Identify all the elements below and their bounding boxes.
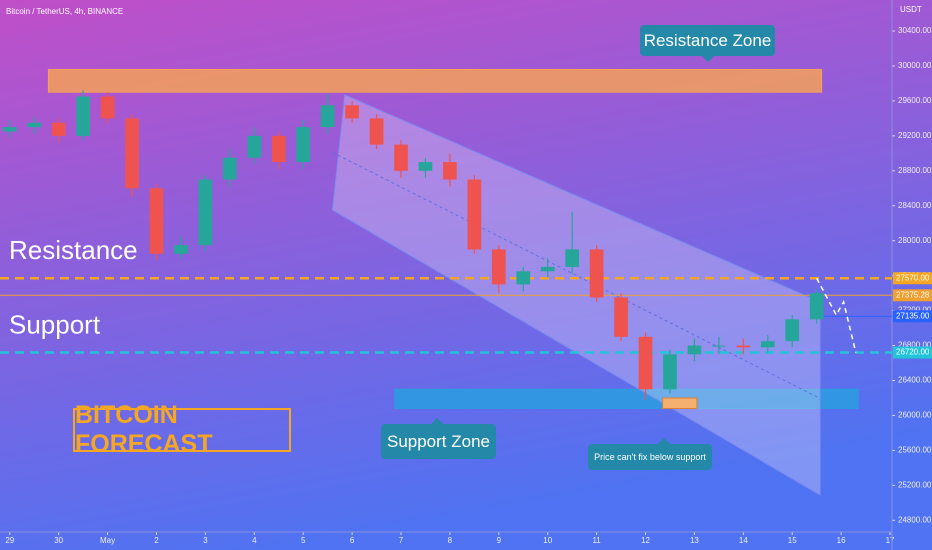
candle-body <box>589 249 604 298</box>
x-tick-label: 16 <box>837 536 846 545</box>
candle-body <box>760 341 775 348</box>
chart-title: Bitcoin / TetherUS, 4h, BINANCE <box>6 7 123 16</box>
candle-body <box>491 249 506 285</box>
x-tick-label: 30 <box>54 536 63 545</box>
price-label: 27135.00 <box>896 311 930 320</box>
y-tick-label: 26400.00 <box>898 376 932 385</box>
y-tick-label: 30400.00 <box>898 26 932 35</box>
candle-body <box>809 293 824 320</box>
candle-body <box>296 127 311 163</box>
y-tick-label: 25600.00 <box>898 446 932 455</box>
x-tick-label: 29 <box>5 536 14 545</box>
x-tick-label: 6 <box>350 536 355 545</box>
candle-body <box>76 96 90 136</box>
candle-body <box>27 122 42 128</box>
y-tick-label: 25200.00 <box>898 480 932 489</box>
candle-body <box>125 118 139 189</box>
y-tick-label: 24800.00 <box>898 515 932 524</box>
x-tick-label: 4 <box>252 536 257 545</box>
candle-body <box>736 345 751 348</box>
resistance-zone-callout: Resistance Zone <box>640 25 775 62</box>
x-tick-label: 8 <box>448 536 453 545</box>
candle-body <box>369 118 384 145</box>
y-tick-label: 28000.00 <box>898 236 932 245</box>
level-label-bg <box>893 346 932 359</box>
axis-unit: USDT <box>900 5 922 14</box>
candle-body <box>100 96 115 119</box>
price-label-bg <box>893 289 932 302</box>
y-tick-label: 28800.00 <box>898 166 932 175</box>
x-tick-label: 15 <box>788 536 797 545</box>
headline: BITCOIN FORECAST <box>73 401 291 458</box>
candle-body <box>614 297 628 337</box>
candle-body <box>320 105 335 128</box>
candle-body <box>51 122 66 136</box>
x-tick-label: 2 <box>154 536 159 545</box>
level-label: 26720.00 <box>896 348 930 357</box>
x-tick-label: 10 <box>543 536 552 545</box>
level-label-bg <box>893 272 932 285</box>
y-tick-label: 26800.00 <box>898 341 932 350</box>
level-name: Resistance <box>9 235 138 265</box>
x-tick-label: 12 <box>641 536 650 545</box>
candle-body <box>247 135 262 158</box>
support-zone-callout: Support Zone <box>381 418 496 459</box>
y-tick-label: 27200.00 <box>898 306 932 315</box>
candle-body <box>663 354 677 390</box>
note-callout: Price can't fix below support <box>588 438 712 470</box>
candle-body <box>540 266 555 272</box>
candle-body <box>2 127 17 132</box>
x-tick-label: 11 <box>592 536 601 545</box>
candle-body <box>174 245 188 254</box>
candle-body <box>345 105 359 119</box>
y-tick-label: 26000.00 <box>898 411 932 420</box>
x-tick-label: May <box>100 536 115 545</box>
candle-body <box>271 135 286 163</box>
y-tick-label: 28400.00 <box>898 201 932 210</box>
candle-body <box>516 271 531 285</box>
x-tick-label: 5 <box>301 536 306 545</box>
y-tick-label: 29200.00 <box>898 131 932 140</box>
x-tick-label: 17 <box>886 536 895 545</box>
projection <box>816 277 857 353</box>
candle-body <box>687 345 702 355</box>
x-tick-label: 9 <box>497 536 502 545</box>
candle-body <box>418 162 433 171</box>
y-tick-label: 30000.00 <box>898 61 932 70</box>
candle-body <box>638 336 653 390</box>
x-tick-label: 14 <box>739 536 748 545</box>
candle-body <box>223 157 237 180</box>
candle-body <box>785 319 800 342</box>
candle-body <box>565 249 580 267</box>
candle-body <box>443 162 457 180</box>
level-name: Support <box>9 309 101 339</box>
price-label-bg <box>893 310 932 323</box>
x-tick-label: 3 <box>203 536 208 545</box>
note-marker <box>662 397 698 409</box>
candle-body <box>149 188 164 254</box>
zone <box>394 388 859 409</box>
candle-body <box>712 345 726 347</box>
price-label: 27375.28 <box>896 290 930 299</box>
channel-midline <box>332 152 821 399</box>
candle-body <box>394 144 408 171</box>
candle-body <box>467 179 482 250</box>
x-tick-label: 13 <box>690 536 699 545</box>
x-tick-label: 7 <box>399 536 404 545</box>
level-label: 27570.00 <box>896 273 930 282</box>
y-tick-label: 29600.00 <box>898 96 932 105</box>
candle-body <box>198 179 213 246</box>
zone <box>47 68 823 93</box>
